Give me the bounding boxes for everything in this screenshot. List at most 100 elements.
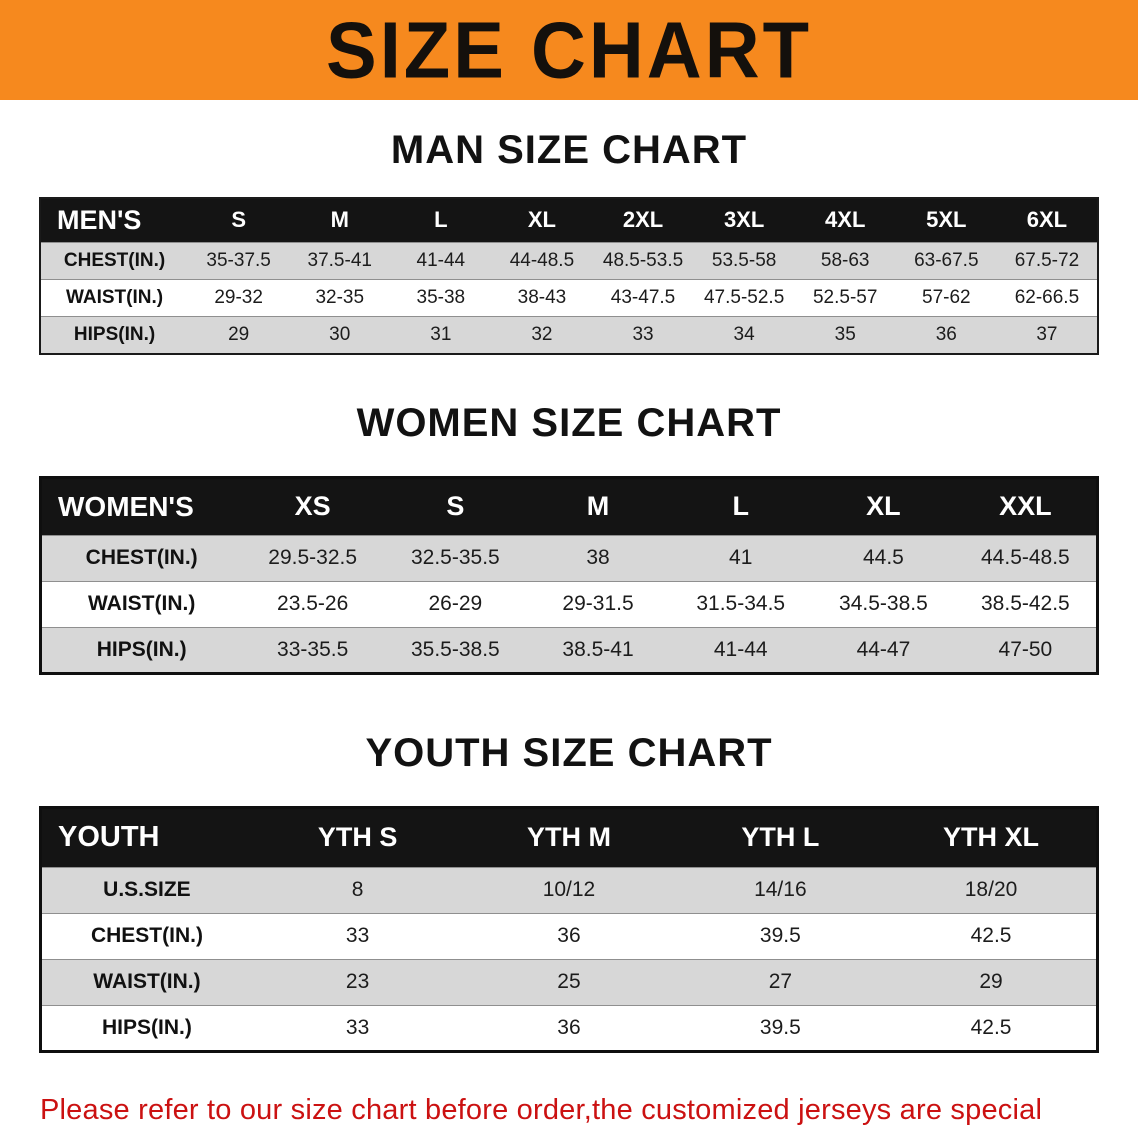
size-header-cell: S — [188, 198, 290, 242]
banner-title: SIZE CHART — [326, 5, 812, 95]
measure-value-cell: 34.5-38.5 — [812, 580, 955, 627]
measure-value-cell: 38.5-42.5 — [954, 580, 1098, 627]
measure-value-cell: 33-35.5 — [241, 626, 385, 673]
youth-size-table: YOUTH YTH S YTH M YTH L YTH XL U.S.SIZE 8 10/12… — [39, 805, 1099, 1053]
measure-value-cell: 41-44 — [390, 241, 492, 279]
measure-value-cell: 48.5-53.5 — [592, 241, 694, 279]
measure-value-cell: 23.5-26 — [241, 580, 385, 627]
measure-value-cell: 25 — [463, 958, 675, 1005]
measure-value-cell: 53.5-58 — [693, 241, 795, 279]
table-row: WAIST(IN.) 23.5-26 26-29 29-31.5 31.5-34.5 34… — [40, 580, 1098, 627]
measure-value-cell: 31 — [390, 315, 492, 354]
measure-value-cell: 47-50 — [954, 626, 1098, 673]
measure-value-cell: 33 — [251, 1004, 464, 1051]
table-row: U.S.SIZE 8 10/12 14/16 18/20 — [40, 866, 1098, 913]
measure-value-cell: 47.5-52.5 — [693, 278, 795, 316]
table-header-row: YOUTH YTH S YTH M YTH L YTH XL — [40, 807, 1098, 867]
measure-value-cell: 18/20 — [886, 866, 1098, 913]
disclaimer-text: Please refer to our size chart before or… — [40, 1089, 1138, 1132]
measure-value-cell: 34 — [693, 315, 795, 354]
size-header-cell: YTH XL — [886, 807, 1098, 867]
measure-value-cell: 38 — [526, 534, 670, 581]
measure-value-cell: 42.5 — [886, 912, 1098, 959]
measure-value-cell: 35-38 — [390, 278, 492, 316]
measure-value-cell: 44-47 — [812, 626, 955, 673]
table-row: CHEST(IN.) 35-37.5 37.5-41 41-44 44-48.5 48.5… — [40, 241, 1098, 279]
size-chart-banner: SIZE CHART — [0, 0, 1138, 100]
measure-value-cell: 32-35 — [289, 278, 391, 316]
measure-label-cell: WAIST(IN.) — [40, 278, 189, 316]
size-header-cell: 6XL — [996, 198, 1098, 242]
measure-label-cell: HIPS(IN.) — [40, 1004, 252, 1051]
women-size-chart-heading: WOMEN SIZE CHART — [356, 400, 782, 445]
size-header-cell: M — [289, 198, 391, 242]
measure-value-cell: 52.5-57 — [794, 278, 896, 316]
men-size-table: MEN'S S M L XL 2XL 3XL 4XL 5XL 6XL CHEST(IN.) 35-37… — [39, 197, 1099, 355]
size-header-cell: 4XL — [794, 198, 896, 242]
measure-value-cell: 38.5-41 — [526, 626, 670, 673]
man-size-chart-heading: MAN SIZE CHART — [390, 128, 748, 172]
size-header-cell: YTH L — [674, 807, 887, 867]
measure-value-cell: 29 — [886, 958, 1098, 1005]
measure-label-cell: CHEST(IN.) — [40, 912, 252, 959]
measure-value-cell: 37 — [996, 315, 1098, 354]
measure-value-cell: 38-43 — [491, 278, 593, 316]
measure-value-cell: 57-62 — [895, 278, 997, 316]
measure-value-cell: 36 — [463, 912, 675, 959]
measure-value-cell: 42.5 — [886, 1004, 1098, 1051]
disclaimer-line-1: Please refer to our size chart before or… — [40, 1093, 1043, 1126]
measure-value-cell: 41-44 — [669, 626, 813, 673]
size-header-cell: S — [384, 477, 527, 535]
size-header-cell: XL — [491, 198, 593, 242]
measure-value-cell: 32 — [491, 315, 593, 354]
table-row: CHEST(IN.) 29.5-32.5 32.5-35.5 38 41 44.5 44.5… — [40, 534, 1098, 581]
measure-value-cell: 26-29 — [384, 580, 527, 627]
size-header-cell: L — [390, 198, 492, 242]
size-header-cell: YTH M — [463, 807, 675, 867]
measure-label-cell: U.S.SIZE — [40, 866, 252, 913]
size-header-cell: L — [669, 477, 813, 535]
measure-label-cell: CHEST(IN.) — [40, 241, 189, 279]
measure-value-cell: 39.5 — [674, 912, 887, 959]
table-title-cell: MEN'S — [40, 198, 189, 242]
measure-value-cell: 33 — [251, 912, 464, 959]
measure-value-cell: 29.5-32.5 — [241, 534, 385, 581]
size-header-cell: XXL — [954, 477, 1098, 535]
measure-value-cell: 36 — [463, 1004, 675, 1051]
measure-label-cell: CHEST(IN.) — [40, 534, 242, 581]
measure-value-cell: 62-66.5 — [996, 278, 1098, 316]
table-row: HIPS(IN.) 33 36 39.5 42.5 — [40, 1004, 1098, 1051]
measure-value-cell: 67.5-72 — [996, 241, 1098, 279]
measure-value-cell: 36 — [895, 315, 997, 354]
table-header-row: WOMEN'S XS S M L XL XXL — [40, 477, 1098, 535]
measure-value-cell: 44.5-48.5 — [954, 534, 1098, 581]
table-row: WAIST(IN.) 29-32 32-35 35-38 38-43 43-47.5 47.… — [40, 278, 1098, 316]
measure-value-cell: 43-47.5 — [592, 278, 694, 316]
size-header-cell: YTH S — [251, 807, 464, 867]
measure-value-cell: 41 — [669, 534, 813, 581]
measure-value-cell: 23 — [251, 958, 464, 1005]
measure-value-cell: 27 — [674, 958, 887, 1005]
table-row: HIPS(IN.) 29 30 31 32 33 34 35 36 37 — [40, 315, 1098, 354]
size-header-cell: M — [526, 477, 670, 535]
size-header-cell: XL — [812, 477, 955, 535]
measure-label-cell: WAIST(IN.) — [40, 580, 242, 627]
measure-label-cell: HIPS(IN.) — [40, 626, 242, 673]
measure-value-cell: 35.5-38.5 — [384, 626, 527, 673]
measure-value-cell: 31.5-34.5 — [669, 580, 813, 627]
measure-value-cell: 58-63 — [794, 241, 896, 279]
measure-value-cell: 10/12 — [463, 866, 675, 913]
measure-value-cell: 29 — [188, 315, 290, 354]
table-header-row: MEN'S S M L XL 2XL 3XL 4XL 5XL 6XL — [40, 198, 1098, 242]
measure-value-cell: 63-67.5 — [895, 241, 997, 279]
women-size-table: WOMEN'S XS S M L XL XXL CHEST(IN.) 29.5-32.5 32.5… — [39, 475, 1099, 675]
measure-value-cell: 14/16 — [674, 866, 887, 913]
measure-value-cell: 33 — [592, 315, 694, 354]
size-header-cell: 5XL — [895, 198, 997, 242]
measure-label-cell: HIPS(IN.) — [40, 315, 189, 354]
measure-value-cell: 39.5 — [674, 1004, 887, 1051]
measure-value-cell: 44-48.5 — [491, 241, 593, 279]
size-header-cell: 2XL — [592, 198, 694, 242]
measure-value-cell: 35 — [794, 315, 896, 354]
